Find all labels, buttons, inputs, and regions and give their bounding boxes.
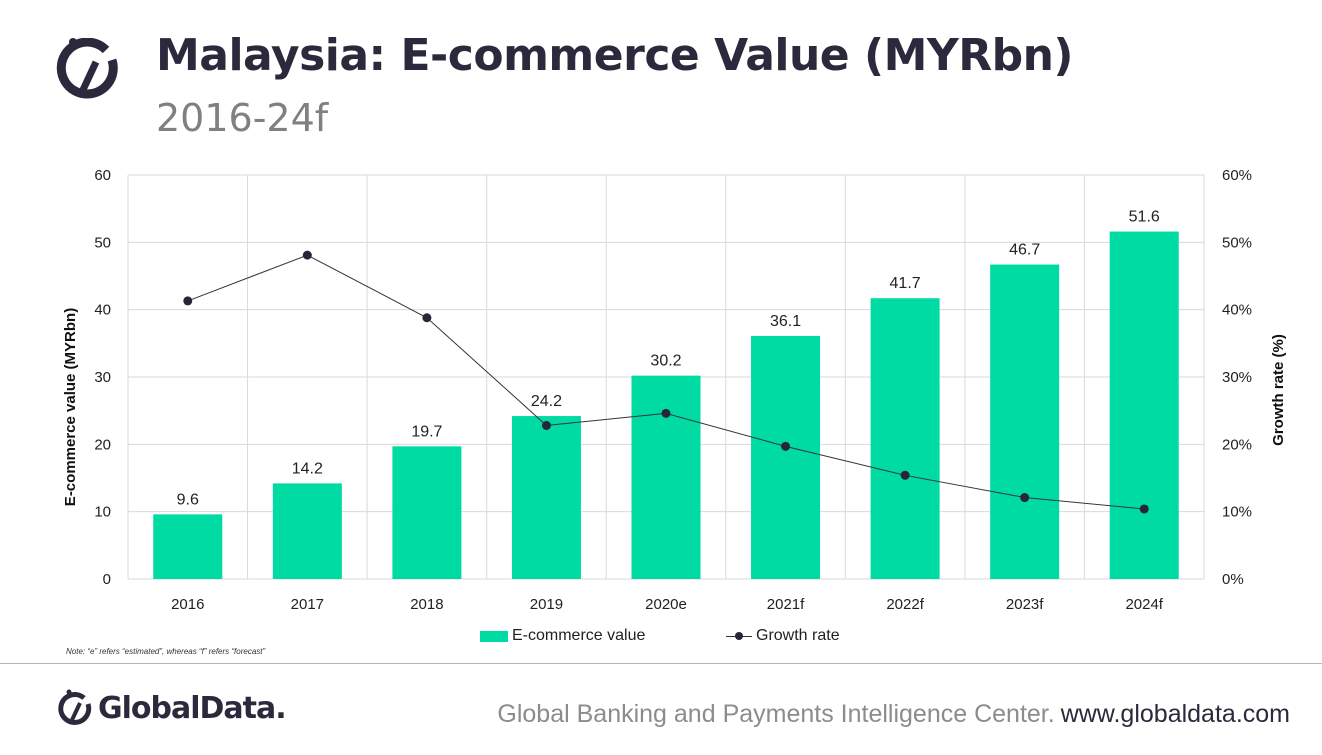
growth-point — [781, 441, 791, 451]
growth-point — [422, 313, 432, 323]
bar — [153, 514, 223, 579]
x-tick-label: 2020e — [645, 596, 687, 613]
chart-legend: E-commerce value Growth rate — [0, 627, 1322, 649]
bar-data-label: 19.7 — [411, 423, 442, 440]
y-tick-label: 20 — [94, 436, 111, 453]
growth-point — [302, 250, 312, 260]
bar — [1109, 231, 1179, 579]
bar — [272, 483, 342, 579]
y-axis-title: E-commerce value (MYRbn) — [62, 308, 79, 506]
y2-tick-label: 40% — [1222, 302, 1252, 319]
y2-tick-label: 50% — [1222, 234, 1252, 251]
legend-line-swatch — [726, 630, 752, 642]
x-tick-label: 2023f — [1006, 596, 1044, 613]
y-tick-label: 60 — [94, 167, 111, 184]
growth-line-series — [183, 250, 1149, 514]
y2-axis-title: Growth rate (%) — [1270, 334, 1287, 446]
bar-data-label: 51.6 — [1129, 209, 1160, 226]
footer-tagline: Global Banking and Payments Intelligence… — [497, 700, 1290, 729]
page-subtitle: 2016-24f — [156, 96, 329, 140]
legend-item-growth: Growth rate — [726, 627, 840, 645]
bar-data-label: 14.2 — [292, 460, 323, 477]
y2-tick-label: 30% — [1222, 369, 1252, 386]
globaldata-logo-icon — [56, 38, 118, 99]
growth-point — [1020, 493, 1030, 503]
x-tick-label: 2019 — [530, 596, 563, 613]
y-tick-label: 30 — [94, 369, 111, 386]
y2-tick-label: 60% — [1222, 167, 1252, 184]
y2-tick-label: 10% — [1222, 504, 1252, 521]
y-tick-label: 40 — [94, 302, 111, 319]
y-tick-label: 10 — [94, 504, 111, 521]
bar-series — [153, 231, 1179, 579]
legend-item-ecommerce: E-commerce value — [480, 627, 645, 645]
bar-data-label: 24.2 — [531, 393, 562, 410]
bar-data-label: 9.6 — [177, 491, 199, 508]
legend-label-growth: Growth rate — [756, 627, 840, 644]
y-tick-label: 50 — [94, 234, 111, 251]
footer-brand-name: GlobalData. — [98, 690, 287, 726]
bar — [392, 446, 462, 579]
growth-point — [1139, 504, 1149, 514]
ecommerce-chart: 0 10 20 30 40 50 60 0% 10% 20% 30% 40% 50% 60% 9.6 14.2… — [62, 167, 1287, 613]
bar-data-label: 30.2 — [650, 353, 681, 370]
globaldata-footer-icon — [58, 689, 92, 725]
growth-point — [661, 408, 671, 418]
x-tick-label: 2017 — [291, 596, 324, 613]
growth-point — [183, 296, 193, 306]
y2-tick-label: 20% — [1222, 436, 1252, 453]
bar — [751, 335, 821, 579]
chart-labels: 0 10 20 30 40 50 60 0% 10% 20% 30% 40% 50% 60% 9.6 14.2… — [94, 167, 1252, 613]
bar — [631, 375, 701, 579]
chart-gridlines — [127, 174, 1205, 580]
bar-data-label: 46.7 — [1009, 242, 1040, 259]
legend-label-ecommerce: E-commerce value — [512, 627, 646, 644]
footnote: Note: “e” refers “estimated”, whereas “f… — [66, 647, 266, 656]
x-tick-label: 2021f — [767, 596, 805, 613]
footer-divider — [0, 663, 1322, 664]
page-title: Malaysia: E-commerce Value (MYRbn) — [156, 30, 1074, 81]
x-tick-label: 2018 — [410, 596, 443, 613]
legend-bar-swatch — [480, 630, 508, 642]
x-tick-label: 2022f — [886, 596, 924, 613]
bar-data-label: 36.1 — [770, 313, 801, 330]
bar — [990, 264, 1060, 579]
x-tick-label: 2024f — [1125, 596, 1163, 613]
x-tick-label: 2016 — [171, 596, 204, 613]
bar — [511, 416, 581, 579]
footer-url-link[interactable]: www.globaldata.com — [1060, 700, 1290, 728]
growth-point — [900, 470, 910, 480]
y2-tick-label: 0% — [1222, 571, 1244, 588]
bar — [870, 298, 940, 579]
bar-data-label: 41.7 — [890, 275, 921, 292]
footer-center-name: Global Banking and Payments Intelligence… — [497, 700, 1055, 728]
footer-logo: GlobalData. — [57, 688, 287, 728]
growth-point — [541, 420, 551, 430]
y-tick-label: 0 — [103, 571, 111, 588]
